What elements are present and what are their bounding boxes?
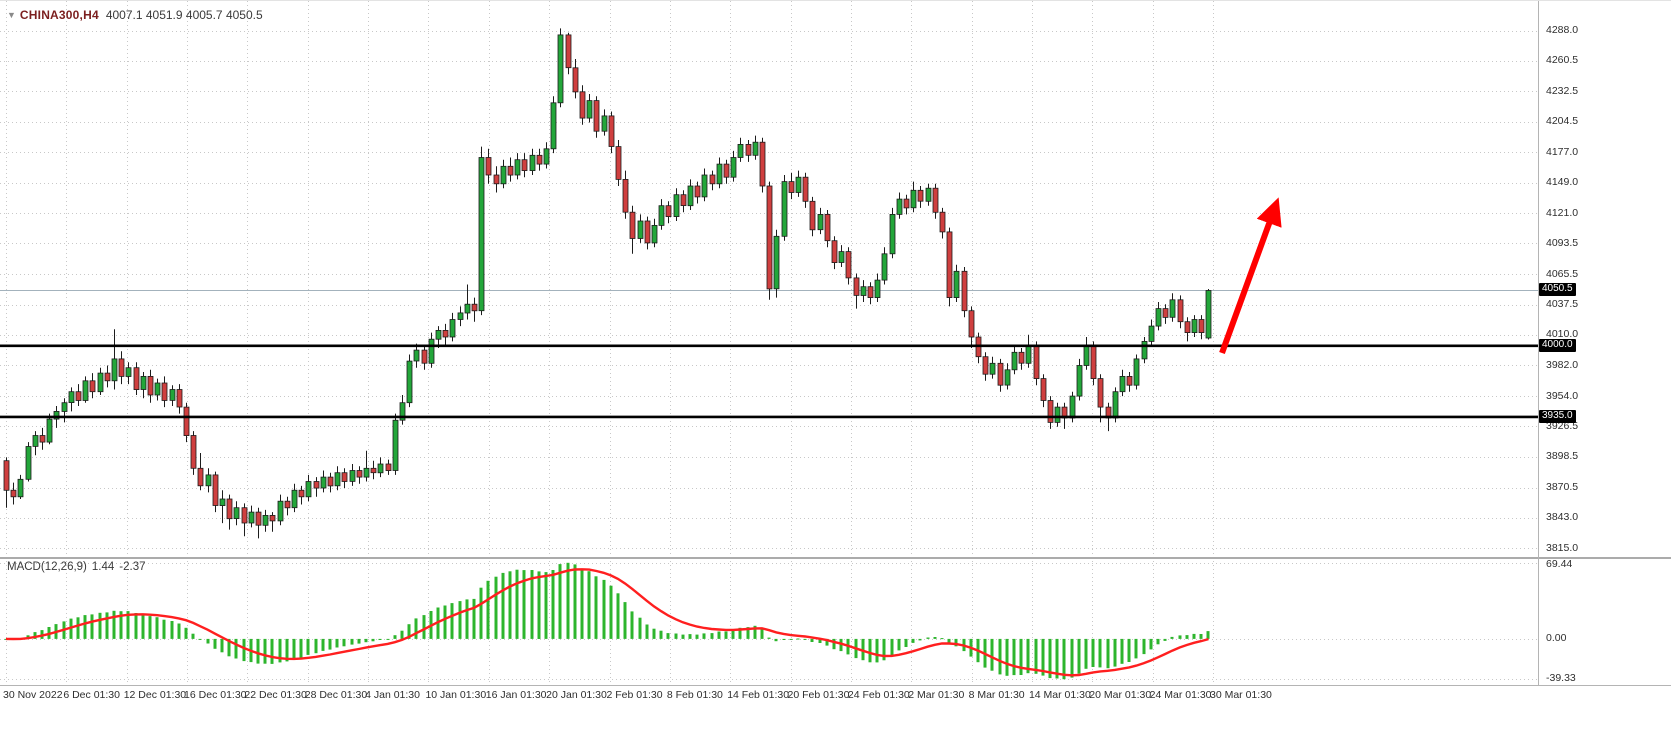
macd-axis[interactable]: 69.44 0.00 -39.33: [1538, 557, 1671, 685]
macd-indicator-pane[interactable]: [0, 557, 1538, 685]
time-tick-label: 16 Dec 01:30: [184, 690, 246, 701]
macd-signal-value: -2.37: [119, 561, 145, 573]
time-tick-label: 20 Feb 01:30: [788, 690, 850, 701]
time-tick-label: 6 Dec 01:30: [63, 690, 120, 701]
time-tick-label: 28 Dec 01:30: [305, 690, 367, 701]
macd-tick-label: 0.00: [1546, 633, 1566, 644]
time-tick-label: 16 Jan 01:30: [486, 690, 547, 701]
time-tick-label: 14 Feb 01:30: [727, 690, 789, 701]
time-axis-divider: [0, 685, 1671, 686]
time-tick-label: 2 Feb 01:30: [607, 690, 663, 701]
time-tick-label: 12 Dec 01:30: [124, 690, 186, 701]
price-tick-label: 3898.5: [1546, 451, 1578, 462]
time-tick-label: 2 Mar 01:30: [908, 690, 964, 701]
time-tick-label: 8 Feb 01:30: [667, 690, 723, 701]
price-tick-label: 4037.5: [1546, 299, 1578, 310]
price-tick-label: 4232.5: [1546, 86, 1578, 97]
ohlc-values: 4007.1 4051.9 4005.7 4050.5: [106, 8, 263, 22]
macd-tick-label: -39.33: [1546, 673, 1576, 684]
chart-dropdown-icon[interactable]: ▼: [7, 10, 16, 20]
price-tick-label: 4121.0: [1546, 208, 1578, 219]
macd-name: MACD(12,26,9): [7, 561, 87, 573]
price-tick-label: 4177.0: [1546, 147, 1578, 158]
price-badge-current: 4050.5: [1539, 283, 1576, 296]
pane-divider[interactable]: [0, 557, 1671, 559]
bullish-arrow-annotation: [1222, 221, 1270, 353]
macd-tick-label: 69.44: [1546, 559, 1572, 570]
price-tick-label: 4093.5: [1546, 238, 1578, 249]
price-tick-label: 3982.0: [1546, 360, 1578, 371]
time-tick-label: 30 Mar 01:30: [1210, 690, 1272, 701]
chart-window: ▼CHINA300,H44007.1 4051.9 4005.7 4050.5 …: [0, 0, 1671, 752]
time-tick-label: 30 Nov 2022: [3, 690, 63, 701]
time-tick-label: 20 Jan 01:30: [546, 690, 607, 701]
time-tick-label: 10 Jan 01:30: [425, 690, 486, 701]
symbol-timeframe-label: CHINA300,H4: [20, 8, 99, 22]
price-tick-label: 3870.5: [1546, 482, 1578, 493]
price-tick-label: 3954.0: [1546, 391, 1578, 402]
price-tick-label: 4204.5: [1546, 116, 1578, 127]
price-tick-label: 4065.5: [1546, 269, 1578, 280]
candlestick-chart[interactable]: [0, 1, 1538, 557]
time-tick-label: 22 Dec 01:30: [244, 690, 306, 701]
price-badge-hline-4000: 4000.0: [1539, 339, 1576, 352]
price-tick-label: 4288.0: [1546, 25, 1578, 36]
price-badge-hline-3935: 3935.0: [1539, 410, 1576, 423]
price-tick-label: 3843.0: [1546, 512, 1578, 523]
time-tick-label: 24 Feb 01:30: [848, 690, 910, 701]
macd-indicator-label: MACD(12,26,9) 1.44 -2.37: [7, 561, 151, 573]
price-axis[interactable]: 4288.0 4260.5 4232.5 4204.5 4177.0 4149.0 4121…: [1538, 1, 1671, 557]
time-tick-label: 24 Mar 01:30: [1150, 690, 1212, 701]
price-tick-label: 3815.0: [1546, 543, 1578, 554]
chart-header: ▼ CHINA300,H4 4007.1 4051.9 4005.7 4050.5: [7, 8, 263, 22]
macd-main-value: 1.44: [92, 561, 114, 573]
time-tick-label: 8 Mar 01:30: [969, 690, 1025, 701]
time-tick-label: 20 Mar 01:30: [1089, 690, 1151, 701]
time-tick-label: 14 Mar 01:30: [1029, 690, 1091, 701]
time-tick-label: 4 Jan 01:30: [365, 690, 420, 701]
price-tick-label: 4149.0: [1546, 177, 1578, 188]
price-tick-label: 4260.5: [1546, 55, 1578, 66]
time-axis[interactable]: 30 Nov 20226 Dec 01:30 12 Dec 01:3016 Dec…: [0, 685, 1671, 709]
